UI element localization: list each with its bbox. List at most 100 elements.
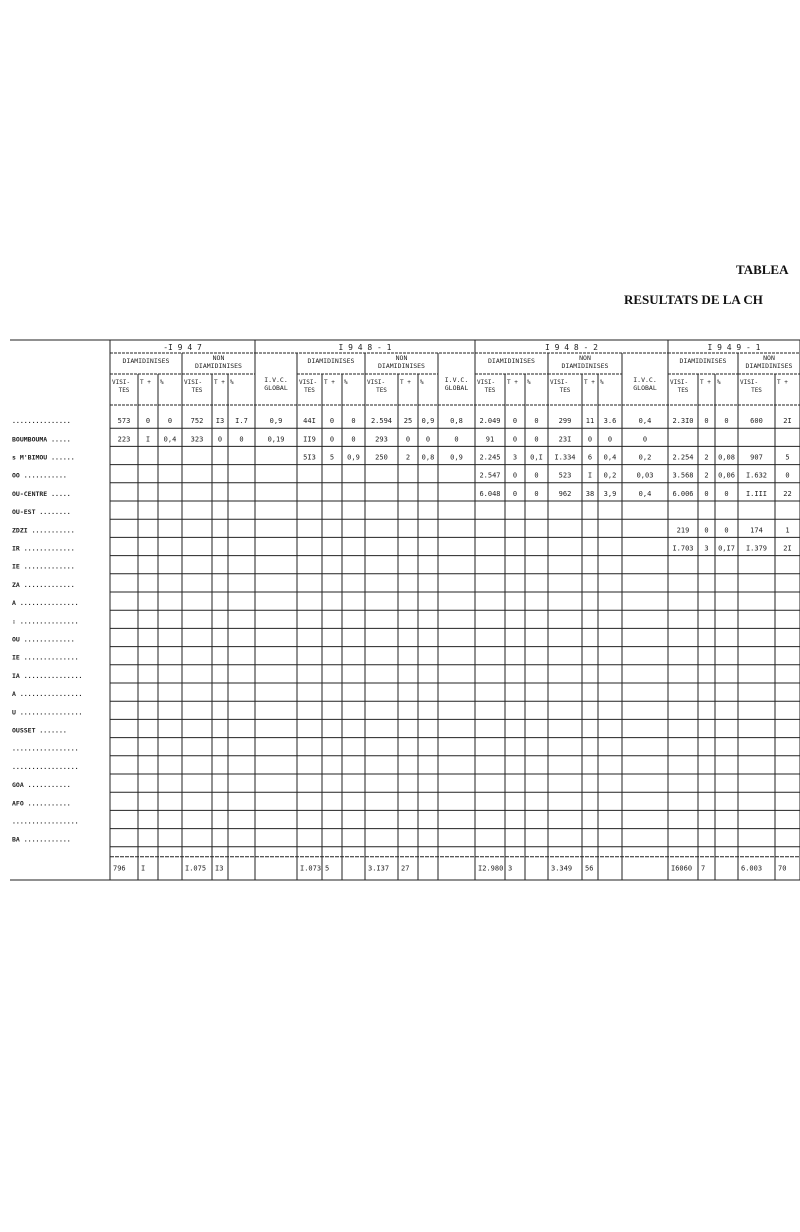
year-header: I 9 4 8 - 1 <box>339 343 392 352</box>
year-header: I 9 4 9 - 1 <box>708 343 761 352</box>
row-label: : ............... <box>12 617 79 625</box>
column-header: T + <box>324 379 335 386</box>
row-label: BA ............ <box>12 836 71 844</box>
cell: I.III <box>746 490 767 498</box>
cell: 2.049 <box>479 417 500 425</box>
cell: 323 <box>191 435 204 443</box>
row-label: A ............... <box>12 599 79 607</box>
cell: 0 <box>406 435 410 443</box>
total-cell: 56 <box>585 864 593 872</box>
row-label: ZDZI ........... <box>12 526 75 534</box>
cell: 0 <box>704 490 708 498</box>
cell: I.7 <box>235 417 248 425</box>
cell: 23I <box>559 435 572 443</box>
group-header: NON DIAMIDINISES <box>195 354 242 370</box>
cell: 0 <box>724 526 728 534</box>
cell: 0,I7 <box>718 545 735 553</box>
column-header: T + <box>584 379 595 386</box>
cell: 2I <box>783 545 791 553</box>
total-cell: I6060 <box>671 864 692 872</box>
cell: 6 <box>588 454 592 462</box>
column-header: VISI-TES <box>550 379 571 394</box>
total-cell: 7 <box>701 864 705 872</box>
cell: 0 <box>724 490 728 498</box>
column-header: VISI-TES <box>299 379 317 394</box>
cell: I.334 <box>554 454 575 462</box>
cell: 0,I <box>530 454 543 462</box>
total-cell: 27 <box>401 864 409 872</box>
row-label: IA ............... <box>12 672 82 680</box>
total-cell: I.075 <box>185 864 206 872</box>
cell: 0 <box>513 435 517 443</box>
group-header: DIAMIDINISES <box>308 357 355 365</box>
cell: 0 <box>534 472 538 480</box>
cell: 2 <box>406 454 410 462</box>
cell: 0,9 <box>270 417 283 425</box>
cell: 0 <box>724 417 728 425</box>
cell: 0,19 <box>268 435 285 443</box>
cell: 22 <box>783 490 791 498</box>
row-label: ................. <box>12 818 79 826</box>
total-cell: I2.980 <box>478 864 503 872</box>
cell: 0 <box>704 417 708 425</box>
cell: 0 <box>588 435 592 443</box>
row-label: OU-EST ........ <box>12 508 71 516</box>
title: TABLEA <box>736 262 789 277</box>
year-header: -I 9 4 7 <box>163 343 202 352</box>
cell: 299 <box>559 417 572 425</box>
cell: I <box>146 435 150 443</box>
group-header: I.V.C. GLOBAL <box>445 376 469 392</box>
total-cell: 796 <box>113 864 126 872</box>
cell: 0 <box>330 435 334 443</box>
group-header: I.V.C. GLOBAL <box>633 376 657 392</box>
column-header: T + <box>777 379 788 386</box>
cell: 0 <box>785 472 789 480</box>
subtitle: RESULTATS DE LA CH <box>624 292 763 307</box>
column-header: % <box>344 379 348 386</box>
cell: 38 <box>586 490 594 498</box>
cell: 0 <box>704 526 708 534</box>
row-label: A ................ <box>12 690 82 698</box>
cell: 0,9 <box>347 454 360 462</box>
cell: 2.594 <box>371 417 392 425</box>
cell: 6.048 <box>479 490 500 498</box>
column-header: T + <box>400 379 411 386</box>
column-header: T + <box>507 379 518 386</box>
cell: 0,4 <box>639 490 652 498</box>
row-label: OU-CENTRE ..... <box>12 490 71 498</box>
column-header: % <box>527 379 531 386</box>
cell: 0,4 <box>164 435 177 443</box>
cell: 907 <box>750 454 763 462</box>
row-label: ZA ............. <box>12 581 75 589</box>
cell: 3 <box>704 545 708 553</box>
cell: 5 <box>785 454 789 462</box>
group-header: I.V.C. GLOBAL <box>264 376 288 392</box>
cell: 0 <box>330 417 334 425</box>
column-header: % <box>600 379 604 386</box>
total-cell: 6.003 <box>741 864 762 872</box>
cell: 752 <box>191 417 204 425</box>
cell: 0 <box>513 417 517 425</box>
cell: 5I3 <box>303 454 316 462</box>
cell: 0,03 <box>637 472 654 480</box>
row-label: AFO ........... <box>12 799 71 807</box>
column-header: VISI-TES <box>670 379 689 394</box>
total-cell: 3.349 <box>551 864 572 872</box>
cell: 0 <box>513 490 517 498</box>
column-header: VISI-TES <box>477 379 496 394</box>
cell: 0,8 <box>422 454 435 462</box>
row-label: OUSSET ....... <box>12 727 67 735</box>
column-header: % <box>717 379 721 386</box>
cell: 0 <box>534 417 538 425</box>
cell: 174 <box>750 526 763 534</box>
column-header: VISI-TES <box>367 379 387 394</box>
total-cell: 3.I37 <box>368 864 389 872</box>
cell: II9 <box>303 435 316 443</box>
cell: 0 <box>534 435 538 443</box>
cell: I <box>588 472 592 480</box>
row-label: ................. <box>12 763 79 771</box>
row-label: ................. <box>12 745 79 753</box>
cell: 0,2 <box>604 472 617 480</box>
